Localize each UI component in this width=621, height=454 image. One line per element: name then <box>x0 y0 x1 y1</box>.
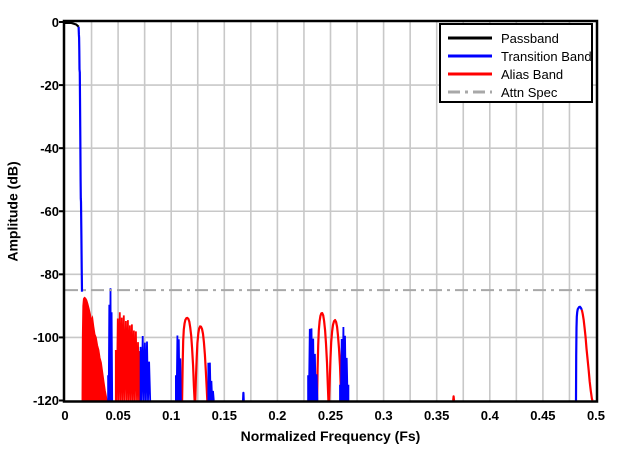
passband-curve <box>65 21 80 28</box>
y-tick-label: -100 <box>32 329 59 345</box>
y-tick-label: -20 <box>40 77 59 93</box>
y-tick-label: -120 <box>32 393 59 408</box>
x-tick-label: 0.1 <box>162 408 181 423</box>
alias-band-curve <box>452 395 456 401</box>
legend-line-sample <box>448 72 492 76</box>
alias-band-curve <box>81 296 110 402</box>
alias-band-curve <box>114 312 142 401</box>
y-tick-label: -60 <box>40 203 59 219</box>
alias-band-curve <box>580 309 594 401</box>
legend-line-sample <box>448 54 492 58</box>
legend-entry: Attn Spec <box>441 83 591 101</box>
x-tick-label: 0.3 <box>374 408 393 423</box>
legend-entry: Transition Band <box>441 47 592 65</box>
alias-band-curve <box>328 319 343 401</box>
legend: Passband Transition Band Alias Band Attn Sp… <box>439 23 593 103</box>
legend-entry: Passband <box>441 29 591 47</box>
alias-band-curve <box>194 325 209 401</box>
x-tick-label: 0.25 <box>317 408 344 423</box>
y-tick-label: 0 <box>51 14 59 30</box>
legend-label: Passband <box>501 30 559 46</box>
x-tick-label: 0.15 <box>211 408 237 423</box>
x-tick-label: 0.45 <box>530 408 556 423</box>
x-tick-label: 0.05 <box>105 408 131 423</box>
alias-band-curve <box>316 312 330 401</box>
legend-label: Alias Band <box>501 66 564 82</box>
y-tick-label: -80 <box>40 266 59 282</box>
transition-band-curve <box>139 335 152 401</box>
x-tick-label: 0.4 <box>480 408 499 423</box>
transition-band-curve <box>574 305 583 401</box>
legend-line-sample <box>448 36 492 40</box>
y-tick-label: -40 <box>40 140 59 156</box>
alias-band-curve <box>181 316 196 401</box>
transition-band-curve <box>175 335 182 401</box>
transition-band-curve <box>207 362 215 401</box>
transition-band-curve <box>307 328 319 401</box>
x-tick-label: 0 <box>61 408 69 423</box>
legend-label: Attn Spec <box>501 84 558 100</box>
transition-band-curve <box>77 26 84 292</box>
legend-label: Transition Band <box>501 48 592 64</box>
x-axis-label: Normalized Frequency (Fs) <box>240 428 421 444</box>
legend-entry: Alias Band <box>441 65 591 83</box>
legend-line-sample <box>448 90 492 94</box>
x-tick-label: 0.2 <box>268 408 287 423</box>
transition-band-curve <box>107 288 114 401</box>
transition-band-curve <box>242 391 245 401</box>
x-tick-label: 0.5 <box>586 408 606 423</box>
x-tick-label: 0.35 <box>424 408 450 423</box>
